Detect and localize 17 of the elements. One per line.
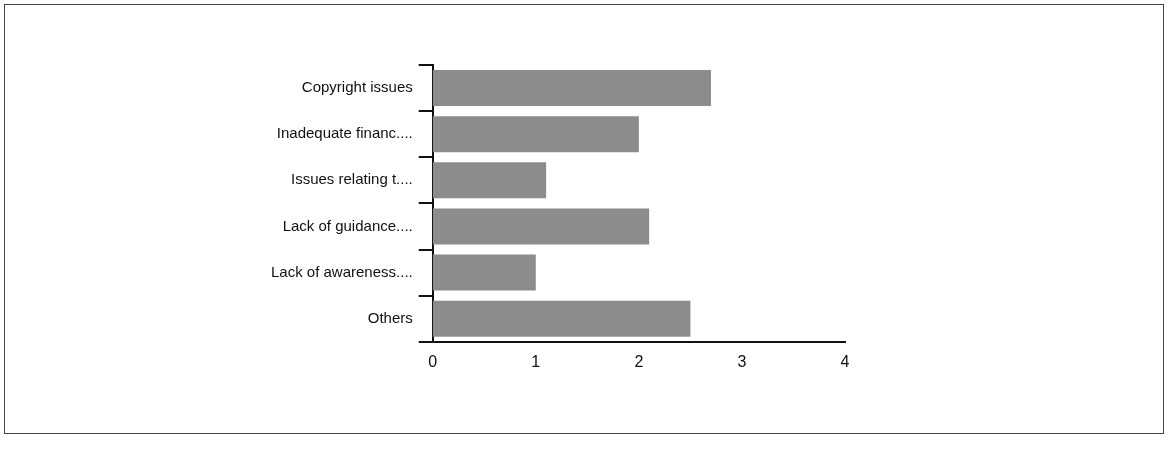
y-tick-label: Inadequate financ.... [276,124,413,142]
y-tick-label: Copyright issues [301,78,413,96]
x-tick-label: 0 [428,352,438,370]
y-tick-label: Others [367,308,413,326]
x-tick-label: 3 [737,352,747,370]
bar [432,208,650,245]
y-tick-label: Lack of guidance.... [282,216,413,234]
y-tick-label: Issues relating t.... [291,170,413,188]
bar [432,300,691,337]
bar [432,254,536,291]
bar [432,162,547,199]
bar [432,116,639,153]
x-tick-label: 4 [840,352,850,370]
y-tick-label: Lack of awareness.... [270,262,413,280]
bar [432,70,712,107]
x-tick-label: 2 [634,352,644,370]
x-tick-label: 1 [531,352,541,370]
